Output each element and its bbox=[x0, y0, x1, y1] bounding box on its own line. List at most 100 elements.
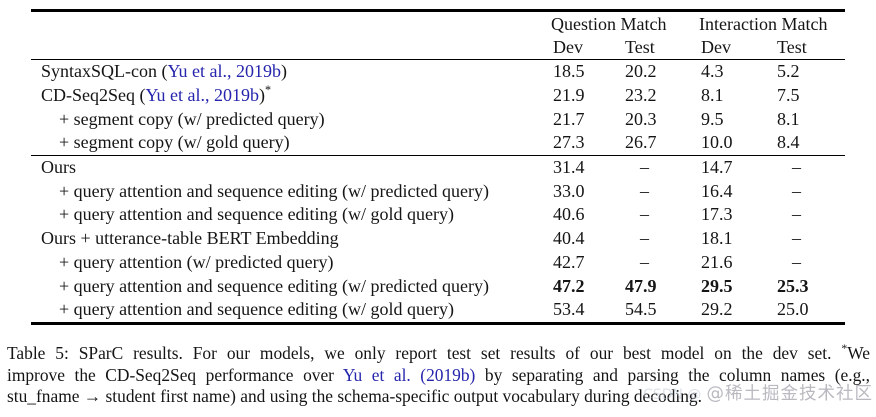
text-run: stu_fname → student first name) and usin… bbox=[7, 386, 702, 407]
text-run: + query attention and sequence editing (… bbox=[59, 180, 489, 201]
row-value-dev-question: 31.4 bbox=[553, 157, 585, 178]
text-run: + query attention and sequence editing (… bbox=[59, 204, 455, 225]
text-run: Ours bbox=[41, 157, 76, 178]
row-value-dev-question: 42.7 bbox=[553, 251, 585, 272]
row-value-dev-interaction: 29.2 bbox=[701, 299, 733, 320]
row-value-test-question: – bbox=[640, 228, 649, 249]
text-run: + query attention and sequence editing (… bbox=[59, 275, 489, 296]
superscript-marker: * bbox=[264, 83, 272, 98]
row-value-dev-question: 47.2 bbox=[553, 275, 585, 296]
caption-line-2: improve the CD-Seq2Seq performance over … bbox=[7, 365, 870, 387]
caption-line-3: stu_fname → student first name) and usin… bbox=[7, 386, 870, 408]
row-value-test-question: 20.2 bbox=[625, 61, 657, 82]
row-value-test-question: 23.2 bbox=[625, 85, 657, 106]
header-body-rule bbox=[31, 59, 845, 60]
text-run: + query attention and sequence editing (… bbox=[59, 299, 455, 320]
text-run: ) bbox=[280, 61, 287, 82]
row-value-test-question: 20.3 bbox=[625, 108, 657, 129]
table-row: CD-Seq2Seq (Yu et al., 2019b)* 21.9 23.2… bbox=[31, 84, 845, 108]
text-run: Table 5: SParC results. For our models, … bbox=[7, 343, 842, 363]
text-run: CD-Seq2Seq ( bbox=[41, 85, 146, 106]
row-value-dev-interaction: 21.6 bbox=[701, 251, 733, 272]
text-run: Ours + utterance-table BERT Embedding bbox=[41, 228, 339, 249]
text-run: ) bbox=[258, 85, 265, 106]
row-value-dev-interaction: 17.3 bbox=[701, 204, 733, 225]
citation-link[interactable]: Yu et al. (2019b) bbox=[342, 364, 476, 385]
row-value-test-question: – bbox=[640, 180, 649, 201]
table-row: + segment copy (w/ gold query) 27.3 26.7… bbox=[31, 131, 845, 155]
text-run: + segment copy (w/ gold query) bbox=[59, 132, 290, 153]
table-row: + query attention and sequence editing (… bbox=[31, 179, 845, 203]
table-row: + query attention and sequence editing (… bbox=[31, 274, 845, 298]
row-label: + query attention and sequence editing (… bbox=[31, 299, 551, 320]
row-value-test-question: 26.7 bbox=[625, 132, 657, 153]
group-header-question-match: Question Match bbox=[551, 13, 667, 34]
row-value-dev-question: 40.6 bbox=[553, 204, 585, 225]
row-label: Ours + utterance-table BERT Embedding bbox=[31, 228, 551, 249]
superscript-marker: * bbox=[841, 341, 848, 356]
row-value-dev-interaction: 9.5 bbox=[701, 108, 724, 129]
row-value-test-question: – bbox=[640, 251, 649, 272]
sub-header-test-question: Test bbox=[625, 37, 655, 57]
table-bottom-rule bbox=[31, 321, 845, 325]
row-value-dev-question: 18.5 bbox=[553, 61, 585, 82]
table-group-header-row: Question Match Interaction Match bbox=[31, 12, 845, 36]
row-label: + segment copy (w/ predicted query) bbox=[31, 109, 551, 130]
sub-header-dev-interaction: Dev bbox=[701, 37, 731, 57]
citation-link[interactable]: Yu et al., 2019b bbox=[167, 61, 281, 82]
table-row: Ours + utterance-table BERT Embedding 40… bbox=[31, 227, 845, 251]
row-label: Ours bbox=[31, 157, 551, 178]
row-value-test-question: – bbox=[640, 157, 649, 178]
row-value-test-interaction: – bbox=[792, 228, 801, 249]
table-body: SyntaxSQL-con (Yu et al., 2019b) 18.5 20… bbox=[31, 60, 845, 322]
citation-link[interactable]: Yu et al., 2019b bbox=[145, 85, 259, 106]
text-run: We bbox=[847, 343, 870, 363]
row-value-test-interaction: – bbox=[792, 251, 801, 272]
section-divider-rule bbox=[31, 154, 845, 156]
row-value-dev-question: 40.4 bbox=[553, 228, 585, 249]
text-run: + query attention (w/ predicted query) bbox=[59, 251, 334, 272]
row-value-dev-interaction: 14.7 bbox=[701, 157, 733, 178]
row-value-test-question: – bbox=[640, 204, 649, 225]
row-value-test-interaction: – bbox=[792, 157, 801, 178]
row-value-test-interaction: 8.1 bbox=[777, 108, 800, 129]
text-run: + segment copy (w/ predicted query) bbox=[59, 108, 325, 129]
row-label: + query attention (w/ predicted query) bbox=[31, 252, 551, 273]
row-label: + query attention and sequence editing (… bbox=[31, 181, 551, 202]
table-row: + segment copy (w/ predicted query) 21.7… bbox=[31, 107, 845, 131]
row-value-test-interaction: 25.0 bbox=[777, 299, 809, 320]
row-value-dev-question: 33.0 bbox=[553, 180, 585, 201]
table-sub-header-row: Dev Test Dev Test bbox=[31, 36, 845, 59]
table-row: + query attention and sequence editing (… bbox=[31, 203, 845, 227]
row-value-dev-question: 53.4 bbox=[553, 299, 585, 320]
row-value-dev-question: 27.3 bbox=[553, 132, 585, 153]
row-value-test-interaction: – bbox=[792, 180, 801, 201]
sub-header-test-interaction: Test bbox=[777, 37, 807, 57]
table-row: + query attention (w/ predicted query) 4… bbox=[31, 251, 845, 275]
row-label: SyntaxSQL-con (Yu et al., 2019b) bbox=[31, 61, 551, 82]
table-row: + query attention and sequence editing (… bbox=[31, 298, 845, 322]
table-row: SyntaxSQL-con (Yu et al., 2019b) 18.5 20… bbox=[31, 60, 845, 84]
text-run: improve the CD-Seq2Seq performance over bbox=[7, 364, 343, 385]
row-value-test-interaction: 5.2 bbox=[777, 61, 800, 82]
row-label: + query attention and sequence editing (… bbox=[31, 204, 551, 225]
row-value-test-question: 47.9 bbox=[625, 275, 657, 296]
row-value-dev-question: 21.9 bbox=[553, 85, 585, 106]
row-value-dev-interaction: 16.4 bbox=[701, 180, 733, 201]
table-top-rule bbox=[31, 9, 845, 12]
text-run: SyntaxSQL-con ( bbox=[41, 61, 168, 82]
caption-line-1: Table 5: SParC results. For our models, … bbox=[7, 341, 870, 365]
row-value-dev-interaction: 10.0 bbox=[701, 132, 733, 153]
sub-header-dev-question: Dev bbox=[553, 37, 583, 57]
row-value-test-question: 54.5 bbox=[625, 299, 657, 320]
text-run: by separating and parsing the column nam… bbox=[475, 364, 870, 385]
row-value-dev-interaction: 8.1 bbox=[701, 85, 724, 106]
table-caption: Table 5: SParC results. For our models, … bbox=[7, 341, 870, 408]
table-row: Ours 31.4 – 14.7 – bbox=[31, 156, 845, 180]
group-header-interaction-match: Interaction Match bbox=[699, 13, 828, 34]
row-value-dev-interaction: 29.5 bbox=[701, 275, 733, 296]
row-value-dev-interaction: 18.1 bbox=[701, 228, 733, 249]
row-value-dev-interaction: 4.3 bbox=[701, 61, 724, 82]
row-value-test-interaction: 7.5 bbox=[777, 85, 800, 106]
results-table: Question Match Interaction Match Dev Tes… bbox=[31, 9, 845, 325]
